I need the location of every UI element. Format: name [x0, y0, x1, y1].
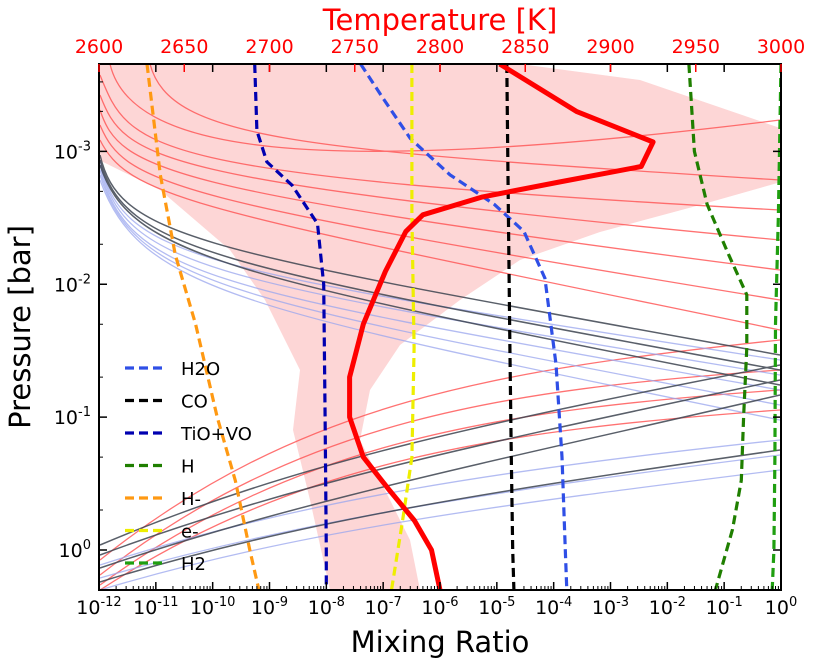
series-line-tio-vo: [253, 64, 328, 590]
series-line-e-minus: [389, 64, 416, 590]
x-tick-label: 10-10: [190, 595, 235, 619]
temperature-uncertainty-band: [99, 64, 781, 590]
series-line-h-minus: [145, 64, 261, 590]
x-tick-label: 10-4: [535, 595, 572, 619]
top-tick-label: 3000: [757, 36, 805, 58]
series-layer: [145, 64, 781, 590]
x-tick-label: 10-12: [76, 595, 121, 619]
top-tick-label: 2700: [245, 36, 293, 58]
top-tick-label: 2600: [75, 36, 123, 58]
legend-label-tio-vo: TiO+VO: [180, 424, 252, 445]
dark-profile-lines: [99, 154, 781, 583]
series-line-co: [505, 64, 516, 590]
y-tick-label: 10-3: [54, 139, 91, 163]
x-tick-label: 10-6: [421, 595, 458, 619]
x-axis-title: Mixing Ratio: [351, 625, 530, 659]
legend-label-co: CO: [181, 392, 208, 413]
x-tick-label: 10-5: [478, 595, 515, 619]
top-tick-label: 2800: [416, 36, 464, 58]
ticks-layer: 10-12 10-11 10-10 10-9 10-8 10-7 10-6 10-5 10-4 1…: [54, 36, 805, 619]
x-tick-label: 10-8: [308, 595, 345, 619]
x-tick-label: 10-9: [251, 595, 288, 619]
x-tick-label: 10-3: [592, 595, 629, 619]
series-line-h2: [770, 64, 781, 590]
red-profile-lines: [99, 64, 781, 590]
top-tick-label: 2650: [160, 36, 208, 58]
y-tick-label: 10-2: [54, 272, 91, 296]
y-axis-title: Pressure [bar]: [3, 225, 37, 429]
legend: H2O CO TiO+VO H H-e- H2: [125, 359, 252, 575]
x-tick-label: 100: [765, 595, 797, 619]
top-tick-label: 2750: [331, 36, 379, 58]
legend-label-h2: H2: [181, 554, 206, 575]
legend-label-e-minus: e-: [181, 522, 199, 543]
legend-label-h: H: [181, 457, 195, 478]
x-tick-label: 10-1: [706, 595, 743, 619]
y-tick-label: 10-1: [54, 405, 91, 429]
x-tick-label: 10-11: [133, 595, 178, 619]
x-tick-label: 10-7: [365, 595, 402, 619]
plot-background: [99, 64, 781, 590]
x-tick-label: 10-2: [649, 595, 686, 619]
top-tick-label: 2950: [672, 36, 720, 58]
top-tick-label: 2850: [501, 36, 549, 58]
top-axis-title: Temperature [K]: [322, 3, 558, 37]
series-line-h2o: [359, 64, 569, 590]
series-line-h: [687, 64, 749, 590]
legend-label-h-minus: H-: [181, 489, 201, 510]
temperature-profile-line: [347, 64, 656, 590]
y-tick-label: 100: [59, 538, 91, 562]
top-tick-label: 2900: [586, 36, 634, 58]
legend-label-h2o: H2O: [181, 359, 220, 380]
